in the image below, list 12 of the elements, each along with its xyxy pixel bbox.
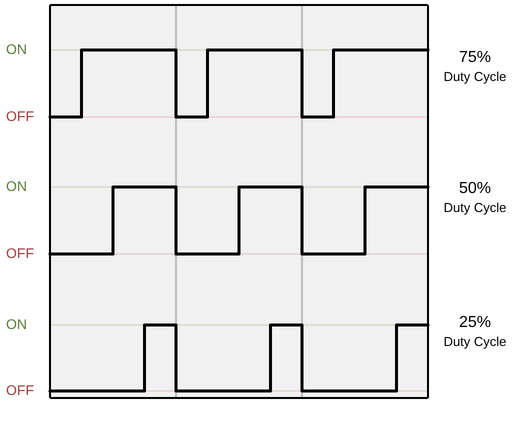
text: 25% [458,314,492,332]
text: Duty Cycle [442,69,508,84]
text: Duty Cycle [442,200,508,215]
ref-line-label: ON [6,316,27,332]
ref-line-label: OFF [6,244,34,261]
ref-line-label: OFF [6,382,34,398]
ref-line-label: OFF [6,108,34,124]
ref-line-label: ON [6,178,27,194]
ref-line-label: ON [6,40,27,57]
text: 75% [458,49,492,67]
text: Duty Cycle [442,334,508,349]
text: 50% [458,180,492,198]
